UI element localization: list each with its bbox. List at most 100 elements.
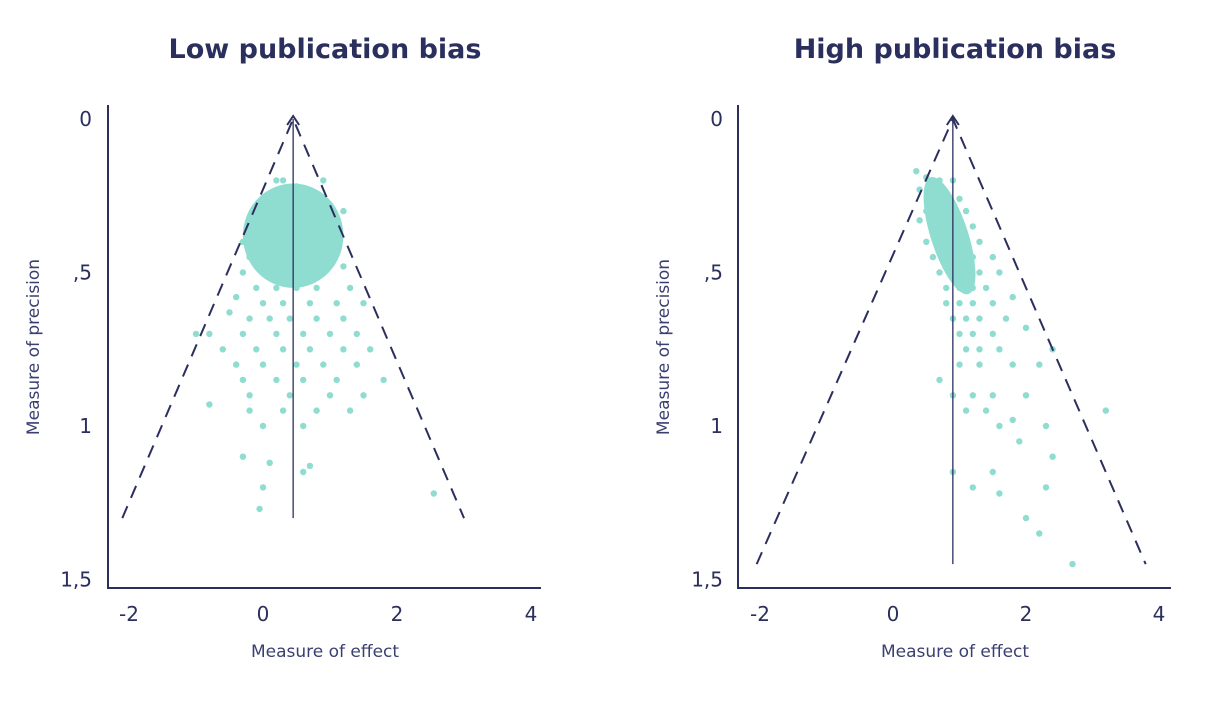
data-point	[273, 284, 280, 292]
data-point	[253, 346, 260, 353]
chart-low-bias: Low publication bias Measure of precisio…	[24, 34, 541, 662]
data-point	[380, 376, 387, 384]
data-point	[956, 195, 963, 202]
data-point	[279, 177, 287, 184]
data-point	[279, 300, 287, 307]
data-point	[306, 346, 314, 353]
data-point	[273, 177, 280, 184]
data-point	[969, 223, 976, 230]
data-point	[360, 392, 367, 399]
x-tick-label: 0	[887, 602, 900, 626]
chart-title: Low publication bias	[169, 34, 482, 65]
x-axis-label: Measure of effect	[251, 642, 399, 662]
data-point	[340, 346, 347, 353]
data-point	[989, 330, 996, 338]
data-point	[367, 346, 374, 353]
data-point	[1036, 361, 1043, 368]
data-points	[192, 177, 437, 513]
data-point	[996, 422, 1003, 430]
data-point	[313, 407, 320, 414]
funnel-guides	[755, 114, 1147, 565]
y-tick-label: 0	[710, 107, 723, 131]
data-point	[273, 330, 280, 338]
data-point	[943, 300, 950, 307]
y-tick-label: 1	[79, 414, 92, 438]
data-point	[326, 392, 334, 399]
data-point	[226, 309, 233, 316]
data-point	[996, 490, 1003, 497]
y-tick-label: ,5	[704, 261, 723, 285]
apex-arrow	[286, 114, 300, 126]
data-point	[340, 315, 347, 322]
funnel-guides	[121, 114, 465, 519]
data-point	[259, 361, 267, 368]
data-point	[969, 392, 976, 399]
data-point	[956, 300, 963, 307]
data-point	[300, 468, 307, 476]
data-point	[943, 284, 950, 292]
data-point	[976, 238, 983, 245]
data-point	[982, 407, 990, 414]
data-point	[430, 490, 437, 497]
data-point	[976, 315, 983, 322]
data-point	[916, 217, 923, 224]
data-point	[996, 269, 1003, 276]
data-point	[913, 168, 920, 175]
x-tick-label: 4	[525, 602, 538, 626]
y-tick-labels: 0 ,5 1 1,5	[691, 107, 723, 592]
data-point	[259, 422, 267, 430]
data-point	[239, 453, 247, 460]
dense-point-cluster	[923, 176, 976, 295]
y-tick-label: 0	[79, 107, 92, 131]
data-point	[1009, 416, 1016, 424]
data-point	[279, 407, 287, 414]
data-point	[1009, 293, 1016, 301]
data-point	[969, 330, 976, 338]
data-point	[259, 300, 267, 307]
y-tick-label: ,5	[73, 261, 92, 285]
data-point	[246, 407, 253, 414]
x-tick-label: -2	[750, 602, 770, 626]
axes	[737, 105, 1171, 589]
data-point	[346, 407, 354, 414]
data-point	[273, 376, 280, 384]
data-point	[936, 269, 943, 276]
data-point	[1042, 422, 1050, 430]
data-point	[233, 293, 240, 301]
data-point	[969, 484, 976, 491]
data-point	[286, 315, 293, 322]
data-point	[246, 392, 253, 399]
data-point	[982, 284, 990, 292]
x-tick-labels: -2 0 2 4	[750, 602, 1165, 626]
data-point	[233, 361, 240, 368]
x-tick-label: 4	[1153, 602, 1166, 626]
data-point	[989, 300, 996, 307]
data-point	[1069, 560, 1076, 568]
funnel-boundary	[121, 116, 465, 519]
data-point	[239, 269, 247, 276]
data-point	[192, 330, 200, 338]
data-point	[956, 330, 963, 338]
y-axis-label: Measure of precision	[654, 259, 674, 435]
data-point	[253, 284, 260, 292]
data-point	[989, 468, 996, 476]
x-tick-label: 2	[1020, 602, 1033, 626]
axes	[107, 105, 541, 589]
data-point	[206, 401, 213, 408]
apex-arrow	[946, 114, 960, 126]
data-point	[1009, 361, 1016, 368]
data-point	[1102, 407, 1110, 414]
data-point	[300, 422, 307, 430]
data-point	[333, 300, 340, 307]
y-tick-label: 1,5	[60, 568, 92, 592]
data-point	[936, 376, 943, 384]
data-point	[306, 300, 314, 307]
data-point	[360, 300, 367, 307]
data-point	[246, 315, 253, 322]
y-tick-label: 1	[710, 414, 723, 438]
data-point	[313, 284, 320, 292]
data-point	[239, 330, 247, 338]
data-point	[1002, 315, 1010, 322]
data-point	[306, 462, 314, 470]
data-point	[1022, 324, 1030, 331]
